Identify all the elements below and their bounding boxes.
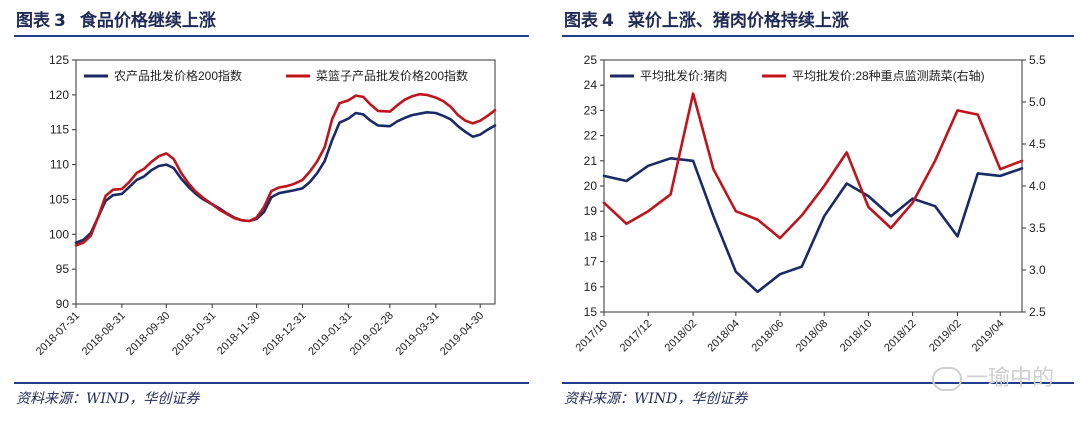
y2-tick-label: 2.5: [1029, 305, 1046, 319]
y-tick-label: 25: [584, 53, 598, 67]
legend-label-1: 平均批发价:猪肉: [640, 68, 727, 83]
y-tick-label: 22: [584, 129, 598, 143]
x-tick-label: 2018/06: [750, 318, 787, 355]
y-tick-label: 120: [49, 88, 69, 102]
legend-label-1: 农产品批发价格200指数: [114, 68, 242, 83]
x-tick-label: 2018-12-31: [260, 310, 308, 358]
y-tick-label: 90: [56, 297, 70, 311]
figure-4-bottom-rule: [562, 382, 1074, 384]
x-tick-label: 2017/10: [574, 318, 611, 355]
x-tick-label: 2017/12: [618, 318, 655, 355]
x-tick-label: 2018/10: [838, 318, 875, 355]
figure-3-bottom-rule: [14, 382, 529, 384]
y-tick-label: 17: [584, 255, 598, 269]
x-tick-label: 2018-09-30: [124, 310, 172, 358]
figure-3-chart: 90 95 100 105 110 115 120 125 2018-07-312018-08-…: [34, 53, 497, 358]
figure-3-source: 资料来源：WIND，华创证券: [16, 391, 200, 407]
x-tick-label: 2019/04: [970, 318, 1007, 355]
legend-label-2: 平均批发价:28种重点监测蔬菜(右轴): [792, 68, 985, 83]
plot-frame: [75, 59, 496, 305]
y-tick-label: 23: [584, 103, 598, 117]
plot-frame: [603, 59, 1023, 313]
figure-4-title-rule: [562, 35, 1074, 37]
y-tick-label: 19: [584, 204, 598, 218]
y2-tick-label: 3.0: [1029, 263, 1046, 277]
figure-4-chart: 15 16 17 18 19 20 21 22 23 24 25 2.5 3.0 3.5 4.0 4.5 5.0…: [574, 53, 1046, 355]
x-tick-label: 2018/12: [882, 318, 919, 355]
x-tick-label: 2018-08-31: [80, 310, 128, 358]
x-tick-label: 2018-07-31: [34, 310, 82, 358]
y-tick-label: 125: [49, 53, 69, 67]
y2-tick-label: 4.0: [1029, 179, 1046, 193]
series-line-2: [74, 92, 497, 247]
y-tick-label: 95: [56, 262, 70, 276]
y2-tick-label: 4.5: [1029, 137, 1046, 151]
x-tick-label: 2018/04: [705, 318, 742, 355]
figure-4-panel: 图表 4 菜价上涨、猪肉价格持续上涨 15 16 17 18 19 20 21 22 23 24 25 2…: [548, 0, 1080, 422]
y-tick-label: 110: [50, 158, 69, 172]
y-tick-label: 16: [584, 280, 598, 294]
x-tick-label: 2019-04-30: [438, 310, 486, 358]
y-tick-label: 24: [584, 78, 598, 92]
legend-label-2: 菜篮子产品批发价格200指数: [316, 68, 468, 83]
x-tick-label: 2018/02: [663, 318, 700, 355]
y2-tick-label: 5.5: [1029, 53, 1046, 67]
series-line-2: [602, 92, 1024, 240]
y-tick-label: 105: [49, 192, 69, 206]
y2-tick-label: 5.0: [1029, 95, 1046, 109]
y-tick-label: 100: [49, 227, 69, 241]
y-tick-label: 15: [584, 305, 598, 319]
y-tick-label: 115: [50, 123, 69, 137]
figure-4-source: 资料来源：WIND，华创证券: [564, 391, 748, 407]
x-tick-label: 2019-02-28: [348, 310, 396, 358]
x-tick-label: 2019/02: [927, 318, 964, 355]
y2-tick-label: 3.5: [1029, 221, 1046, 235]
wechat-icon: [931, 367, 962, 391]
series-line-1: [602, 157, 1024, 294]
series-line-1: [74, 111, 497, 244]
y-tick-label: 18: [584, 229, 598, 243]
y-tick-label: 21: [584, 154, 598, 168]
x-tick-label: 2019-01-31: [306, 310, 354, 358]
x-tick-label: 2018-11-30: [215, 310, 263, 358]
x-tick-label: 2019-03-31: [394, 310, 442, 358]
figure-3-title: 图表 3 食品价格继续上涨: [16, 11, 216, 31]
x-tick-label: 2018-10-31: [170, 310, 218, 358]
y-tick-label: 20: [584, 179, 598, 193]
figure-3-panel: 图表 3 食品价格继续上涨 90 95 100 105 110 115 120 125 2018-0…: [0, 0, 535, 422]
figure-3-title-rule: [14, 35, 529, 37]
watermark: 一瑜中的: [931, 360, 1054, 392]
x-tick-label: 2018/08: [794, 318, 831, 355]
figure-4-title: 图表 4 菜价上涨、猪肉价格持续上涨: [564, 11, 849, 31]
